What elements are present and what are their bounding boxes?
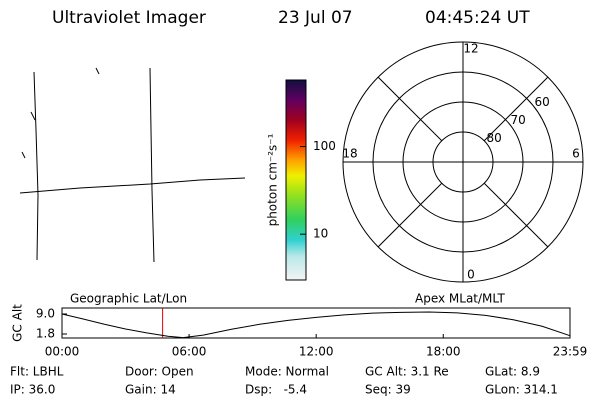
diagonal bbox=[483, 76, 549, 142]
status-field: IP: 36.0 bbox=[10, 383, 55, 397]
map-panel bbox=[19, 67, 246, 263]
y-label: GC Alt bbox=[11, 304, 25, 342]
altitude-frame bbox=[61, 307, 571, 339]
lon-line bbox=[33, 71, 39, 261]
y-tick-label: 1.8 bbox=[36, 327, 55, 341]
status-field: Door: Open bbox=[125, 365, 194, 379]
hour-label: 6 bbox=[572, 147, 580, 161]
status-field: Dsp: -5.4 bbox=[245, 383, 307, 397]
altitude-plot: 9.0 1.8 00:00 06:00 12:00 18:00 23:59 bbox=[36, 307, 587, 359]
lat-line bbox=[19, 177, 246, 194]
right-label: Apex MLat/MLT bbox=[415, 292, 505, 306]
colorbar-label: photon cm⁻²s⁻¹ bbox=[266, 133, 280, 226]
time: 04:45:24 UT bbox=[425, 8, 530, 28]
x-tick-label: 18:00 bbox=[426, 345, 461, 359]
status-field: GC Alt: 3.1 Re bbox=[365, 365, 449, 379]
lat-label: 80 bbox=[487, 131, 502, 145]
x-tick-label: 06:00 bbox=[172, 345, 207, 359]
altitude-line bbox=[61, 311, 571, 339]
status: Flt: LBHL Door: Open Mode: Normal GC Alt: 3… bbox=[10, 365, 558, 397]
diagonal bbox=[377, 76, 443, 142]
y-tick-label: 9.0 bbox=[36, 307, 55, 321]
lon-line bbox=[149, 67, 155, 263]
x-tick-label: 23:59 bbox=[553, 345, 588, 359]
speck bbox=[30, 111, 36, 121]
hour-label: 0 bbox=[467, 268, 475, 282]
lat-label: 60 bbox=[535, 95, 550, 109]
date: 23 Jul 07 bbox=[278, 8, 353, 28]
hour-label: 12 bbox=[463, 42, 478, 56]
x-tick-label: 12:00 bbox=[299, 345, 334, 359]
lat-label: 70 bbox=[511, 113, 526, 127]
status-field: Seq: 39 bbox=[365, 383, 411, 397]
status-field: Flt: LBHL bbox=[10, 365, 64, 379]
colorbar-tick-label: 10 bbox=[313, 227, 328, 241]
status-field: Gain: 14 bbox=[125, 383, 176, 397]
diagonal bbox=[377, 182, 443, 248]
speck bbox=[95, 67, 100, 75]
speck bbox=[21, 151, 26, 159]
colorbar-tick-label: 100 bbox=[313, 139, 336, 153]
x-tick-label: 00:00 bbox=[45, 345, 80, 359]
status-field: GLon: 314.1 bbox=[485, 383, 558, 397]
colorbar bbox=[285, 79, 307, 281]
instrument: Ultraviolet Imager bbox=[52, 8, 206, 28]
diagonal bbox=[483, 182, 549, 248]
left-label: Geographic Lat/Lon bbox=[70, 292, 187, 306]
hour-label: 18 bbox=[342, 147, 357, 161]
status-field: GLat: 8.9 bbox=[485, 365, 540, 379]
status-field: Mode: Normal bbox=[245, 365, 329, 379]
